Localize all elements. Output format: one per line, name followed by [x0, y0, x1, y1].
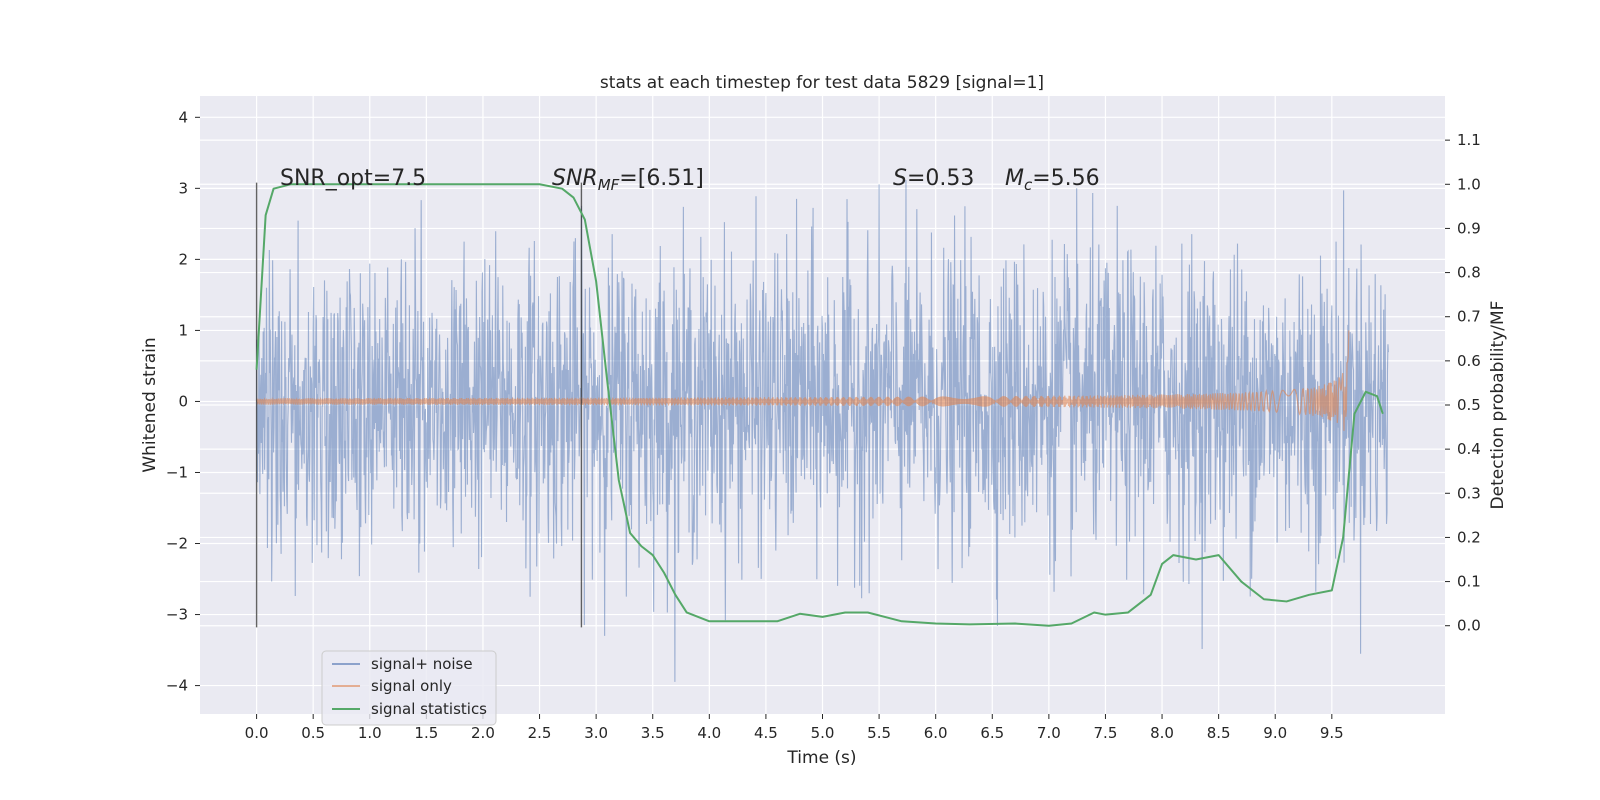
x-tick-label: 0.5: [301, 724, 325, 742]
x-tick-label: 3.5: [641, 724, 665, 742]
x-tick-label: 9.5: [1320, 724, 1344, 742]
annotation-mc: Mc=5.56: [1005, 166, 1100, 194]
annotation-s-value: =0.53: [907, 166, 974, 191]
legend-label-signal-only: signal only: [371, 677, 452, 695]
legend-label-signal-statistics: signal statistics: [371, 700, 487, 718]
y2-tick-label: 0.2: [1457, 528, 1481, 546]
y2-tick-label: 0.9: [1457, 219, 1481, 237]
x-tick-label: 2.5: [528, 724, 552, 742]
annotation-snr-mf: SNRMF=[6.51]: [552, 166, 704, 194]
y-tick-label: −2: [166, 535, 188, 553]
y-tick-label: 3: [178, 179, 188, 197]
x-tick-label: 6.0: [924, 724, 948, 742]
annotation-snr-mf-value: =[6.51]: [619, 166, 704, 191]
y2-tick-label: 0.4: [1457, 440, 1481, 458]
y2-axis-ticks: 1.1 1.0 0.9 0.8 0.7 0.6 0.5 0.4 0.3 0.2 0.1 0.0: [1445, 131, 1481, 635]
x-tick-label: 8.5: [1207, 724, 1231, 742]
annotation-mc-sub: c: [1024, 176, 1033, 194]
y-tick-label: −1: [166, 463, 188, 481]
annotation-snr-mf-sub: MF: [598, 176, 620, 194]
y-tick-label: 0: [178, 392, 188, 410]
y2-tick-label: 0.1: [1457, 573, 1481, 591]
x-axis-ticks: 0.0 0.5 1.0 1.5 2.0 2.5 3.0 3.5 4.0 4.5 5.0 5.5 6.0 6…: [245, 714, 1344, 742]
chart-title: stats at each timestep for test data 582…: [600, 73, 1044, 93]
y2-tick-label: 1.1: [1457, 131, 1481, 149]
x-tick-label: 0.0: [245, 724, 269, 742]
series-signal-only: [256, 330, 1350, 431]
y-tick-label: 1: [178, 321, 188, 339]
x-tick-label: 5.5: [867, 724, 891, 742]
y-tick-label: −4: [166, 677, 188, 695]
y-axis-label: Whitened strain: [140, 337, 160, 472]
x-tick-label: 7.0: [1037, 724, 1061, 742]
x-tick-label: 2.0: [471, 724, 495, 742]
y2-tick-label: 0.5: [1457, 396, 1481, 414]
annotation-mc-value: =5.56: [1032, 166, 1099, 191]
x-tick-label: 3.0: [584, 724, 608, 742]
y2-tick-label: 0.3: [1457, 484, 1481, 502]
annotation-s: S=0.53: [893, 166, 974, 191]
signal-noise-line: [256, 180, 1389, 682]
y2-tick-label: 1.0: [1457, 175, 1481, 193]
y-tick-label: 4: [178, 108, 188, 126]
x-tick-label: 6.5: [980, 724, 1004, 742]
y2-axis-label: Detection probability/MF: [1488, 301, 1508, 510]
x-tick-label: 4.5: [754, 724, 778, 742]
x-tick-label: 5.0: [811, 724, 835, 742]
y2-tick-label: 0.6: [1457, 352, 1481, 370]
y2-tick-label: 0.8: [1457, 264, 1481, 282]
y-axis-ticks: 4 3 2 1 0 −1 −2 −3 −4: [166, 108, 200, 695]
legend: signal+ noise signal only signal statist…: [321, 650, 497, 726]
legend-box: [321, 650, 497, 726]
x-tick-label: 4.0: [697, 724, 721, 742]
x-axis-label: Time (s): [786, 748, 856, 768]
signal-statistics-line: [255, 183, 1384, 627]
annotation-snr-mf-main: SNR: [552, 166, 598, 191]
y-tick-label: 2: [178, 250, 188, 268]
signal-only-line: [256, 330, 1350, 431]
x-tick-label: 8.0: [1150, 724, 1174, 742]
annotation-mc-main: M: [1005, 166, 1024, 191]
vertical-markers: [255, 182, 583, 628]
annotation-snr-opt: SNR_opt=7.5: [280, 166, 426, 191]
annotation-s-main: S: [893, 166, 907, 191]
legend-label-signal-noise: signal+ noise: [371, 655, 473, 673]
y2-tick-label: 0.7: [1457, 308, 1481, 326]
x-tick-label: 7.5: [1094, 724, 1118, 742]
x-tick-label: 1.5: [414, 724, 438, 742]
x-tick-label: 1.0: [358, 724, 382, 742]
y2-tick-label: 0.0: [1457, 617, 1481, 635]
x-tick-label: 9.0: [1263, 724, 1287, 742]
series-signal-statistics: [255, 183, 1384, 627]
y-tick-label: −3: [166, 606, 188, 624]
series-signal-noise: [256, 180, 1389, 682]
